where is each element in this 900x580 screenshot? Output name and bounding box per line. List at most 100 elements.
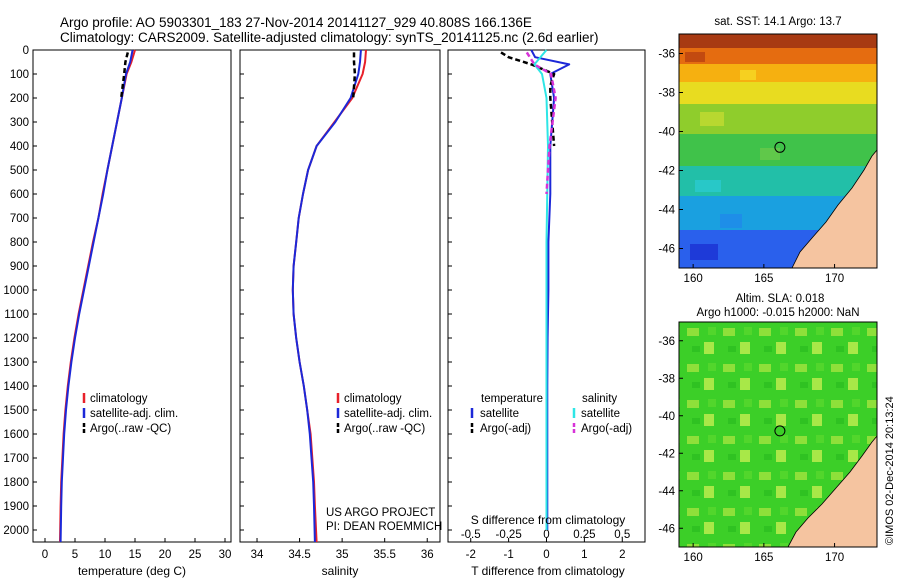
x-tick-label: 15 — [129, 549, 142, 561]
south-island-land-sla — [787, 435, 877, 547]
x-tick-label: 20 — [159, 549, 172, 561]
depth-tick-label: 300 — [10, 117, 29, 129]
legend-label-climatology: climatology — [344, 393, 402, 405]
legend-label-argo: Argo(..raw -QC) — [344, 423, 425, 435]
sla-map-axes: 160 165 170 -36 -38 -40 -42 -44 -46 — [658, 336, 844, 564]
series-line-argo-adj- — [500, 51, 556, 147]
map-lat-label: -46 — [658, 244, 675, 256]
x-tick-label-salinity: 0.25 — [573, 529, 595, 541]
salinity-axis-label: salinity — [322, 564, 359, 578]
x-tick-label: 0 — [543, 549, 549, 561]
x-tick-label-salinity: 0.5 — [614, 529, 630, 541]
depth-tick-label: 500 — [10, 165, 29, 177]
sst-map-title: sat. SST: 14.1 Argo: 13.7 — [714, 16, 841, 28]
series-line-argo-adj- — [525, 51, 557, 195]
depth-tick-label: 700 — [10, 213, 29, 225]
x-tick-label: 0 — [42, 549, 48, 561]
legend-label-satellite-adj: satellite-adj. clim. — [344, 408, 432, 420]
legend-label-s-satellite: satellite — [581, 408, 620, 420]
depth-tick-label: 1500 — [3, 405, 29, 417]
legend-label-satellite-adj: satellite-adj. clim. — [90, 408, 178, 420]
series-line-argo-raw-qc- — [351, 52, 357, 99]
temperature-legend: climatology satellite-adj. clim. Argo(..… — [82, 393, 178, 435]
temperature-axis-label: temperature (deg C) — [78, 564, 186, 578]
depth-tick-label: 1600 — [3, 429, 29, 441]
x-tick-label: 1 — [581, 549, 587, 561]
map-lat-label: -36 — [658, 336, 675, 348]
pi-credit: PI: DEAN ROEMMICH — [326, 521, 442, 533]
temperature-plot: 0 5 10 15 20 25 30 — [42, 49, 232, 561]
sst-argo-location-marker — [774, 141, 786, 153]
map-lat-label: -40 — [658, 411, 675, 423]
legend-header-salinity: salinity — [582, 393, 617, 405]
x-tick-label: 34.5 — [288, 549, 310, 561]
sla-map-subtitle: Argo h1000: -0.015 h2000: NaN — [696, 307, 859, 319]
depth-tick-label: 800 — [10, 237, 29, 249]
sla-map-frame — [678, 321, 878, 548]
map-lon-label: 160 — [684, 552, 703, 564]
map-lat-label: -40 — [658, 127, 675, 139]
series-line-argo-raw-qc- — [119, 52, 130, 99]
x-tick-label-salinity: -0.5 — [461, 529, 481, 541]
series-line-satellite — [530, 49, 571, 530]
imos-timestamp: ©IMOS 02-Dec-2014 20:13:24 — [884, 396, 896, 545]
x-tick-label: 5 — [72, 549, 78, 561]
depth-tick-label: 1700 — [3, 453, 29, 465]
x-tick-label: 34 — [251, 549, 264, 561]
map-lat-label: -42 — [658, 166, 675, 178]
map-lat-label: -38 — [658, 88, 675, 100]
legend-header-temperature: temperature — [481, 393, 543, 405]
x-tick-label: 35.5 — [373, 549, 395, 561]
x-tick-label: 25 — [189, 549, 202, 561]
t-difference-axis-label: T difference from climatology — [471, 564, 625, 578]
difference-legend: temperature satellite Argo(-adj) salinit… — [470, 393, 632, 435]
sla-map-image — [679, 322, 877, 547]
x-tick-label: 10 — [99, 549, 112, 561]
series-line-satellite-adj-clim- — [59, 49, 134, 543]
depth-tick-label: 2000 — [3, 525, 29, 537]
legend-label-climatology: climatology — [90, 393, 148, 405]
depth-tick-label: 1400 — [3, 381, 29, 393]
map-lat-label: -36 — [658, 49, 675, 61]
x-tick-label: 35 — [336, 549, 349, 561]
figure-title-line2: Climatology: CARS2009. Satellite-adjuste… — [60, 30, 599, 45]
series-line-satellite — [533, 49, 549, 530]
depth-tick-label: 1200 — [3, 333, 29, 345]
map-lon-label: 165 — [754, 273, 773, 285]
map-lat-label: -38 — [658, 373, 675, 385]
difference-plot: -2 -1 0 1 2 -0.5 -0.25 0 0.25 0.5 — [461, 49, 630, 561]
map-lon-label: 165 — [754, 552, 773, 564]
sst-map-axes: 160 165 170 -36 -38 -40 -42 -44 -46 — [658, 49, 844, 286]
sst-map-frame — [678, 33, 878, 269]
depth-tick-label: 0 — [23, 45, 29, 57]
sst-map-image — [679, 34, 877, 268]
depth-tick-label: 100 — [10, 69, 29, 81]
south-island-land-sst — [791, 149, 877, 268]
depth-axis: 0 100 200 300 400 500 600 700 800 900 1000 1100 1200… — [3, 45, 452, 537]
salinity-plot: 34 34.5 35 35.5 36 — [251, 49, 434, 561]
s-difference-axis-label: S difference from climatology — [471, 513, 626, 527]
x-tick-label: 36 — [421, 549, 434, 561]
legend-label-t-argo: Argo(-adj) — [480, 423, 531, 435]
legend-label-argo: Argo(..raw -QC) — [90, 423, 171, 435]
x-tick-label-salinity: -0.25 — [496, 529, 522, 541]
series-line-climatology — [59, 49, 136, 543]
legend-label-s-argo: Argo(-adj) — [581, 423, 632, 435]
sla-argo-location-marker — [774, 425, 786, 437]
sla-map-title: Altim. SLA: 0.018 — [736, 293, 825, 305]
x-tick-label-salinity: 0 — [543, 529, 549, 541]
figure-title-line1: Argo profile: AO 5903301_183 27-Nov-2014… — [60, 15, 532, 30]
series-line-satellite-adj-clim- — [291, 49, 362, 543]
depth-tick-label: 400 — [10, 141, 29, 153]
map-lon-label: 170 — [825, 552, 844, 564]
series-line-climatology — [291, 49, 367, 543]
x-tick-label: -1 — [503, 549, 513, 561]
x-tick-label: 30 — [219, 549, 232, 561]
salinity-legend: climatology satellite-adj. clim. Argo(..… — [336, 393, 432, 435]
map-lon-label: 170 — [825, 273, 844, 285]
map-lat-label: -42 — [658, 448, 675, 460]
map-lat-label: -44 — [658, 205, 675, 217]
depth-tick-label: 1000 — [3, 285, 29, 297]
depth-tick-label: 900 — [10, 261, 29, 273]
